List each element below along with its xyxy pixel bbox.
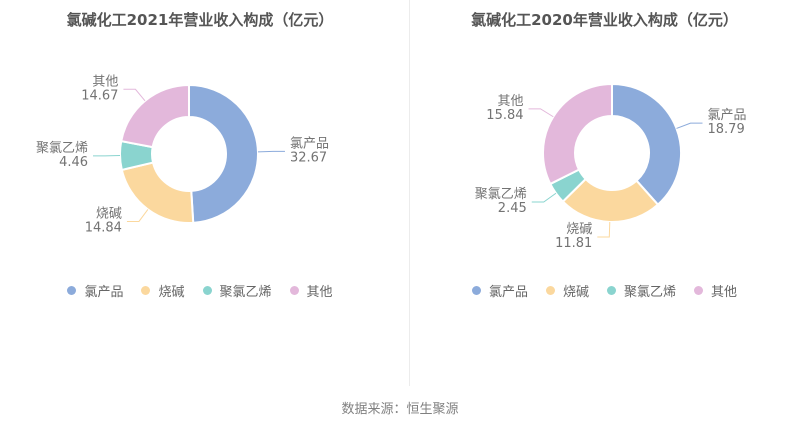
pie-label-line [597,221,611,238]
legend-label: 其他 [711,285,738,300]
donut-chart-2020: 氯产品 18.79 烧碱 11.81 聚氯乙烯 2.45 其他 15.84 [475,83,747,251]
legend-item[interactable]: 烧碱 [141,281,185,300]
legend-dot-icon [545,286,555,295]
donut-chart-2021: 氯产品 32.67 烧碱 14.84 聚氯乙烯 4.46 其他 14.67 [36,74,329,235]
legend-dot-icon [202,286,212,295]
legend-2020: 氯产品 烧碱 聚氯乙烯 其他 [409,281,800,300]
legend-item[interactable]: 其他 [289,281,333,300]
pie-segment[interactable] [188,84,259,224]
pie-label: 氯产品 18.79 [708,108,747,137]
pie-segment[interactable] [120,84,190,149]
legend-label: 其他 [306,285,333,300]
pie-label: 氯产品 32.67 [290,136,329,165]
legend-label: 聚氯乙烯 [624,285,677,300]
legend-label: 氯产品 [84,285,124,300]
legend-item[interactable]: 聚氯乙烯 [202,281,272,300]
pie-label-line [676,122,703,129]
panel-divider [409,0,410,386]
legend-label: 氯产品 [488,285,528,300]
pie-label-line [123,88,146,102]
data-source-text: 数据来源：恒生聚源 [341,402,459,417]
pie-segment[interactable] [120,161,195,224]
legend-dot-icon [694,286,704,295]
legend-label: 烧碱 [158,285,185,300]
pie-label: 聚氯乙烯 4.46 [36,141,88,170]
legend-dot-icon [289,286,299,295]
legend-item[interactable]: 其他 [694,281,737,300]
legend-dot-icon [141,286,151,295]
legend-2021: 氯产品 烧碱 聚氯乙烯 其他 [0,281,400,300]
legend-dot-icon [67,286,77,295]
pie-label: 其他 15.84 [486,94,523,123]
legend-label: 聚氯乙烯 [219,285,272,300]
legend-item[interactable]: 聚氯乙烯 [607,281,676,300]
legend-item[interactable]: 氯产品 [67,281,123,300]
legend-dot-icon [471,286,481,295]
pie-label: 聚氯乙烯 2.45 [475,187,527,216]
pie-label: 其他 14.67 [81,74,118,103]
pie-label: 烧碱 14.84 [85,206,122,235]
legend-item[interactable]: 氯产品 [471,281,528,300]
pie-label-line [126,209,149,222]
chart-title-2020: 氯碱化工2020年营业收入构成（亿元） [471,11,738,29]
legend-dot-icon [607,286,616,295]
pie-label-line [528,108,554,118]
legend-label: 烧碱 [562,285,589,300]
pie-segment[interactable] [542,83,613,185]
pie-segment[interactable] [611,83,682,206]
chart-title-2021: 氯碱化工2021年营业收入构成（亿元） [66,11,334,29]
legend-item[interactable]: 烧碱 [545,281,589,300]
pie-label: 烧碱 11.81 [555,222,592,251]
pie-label-line [531,192,557,203]
